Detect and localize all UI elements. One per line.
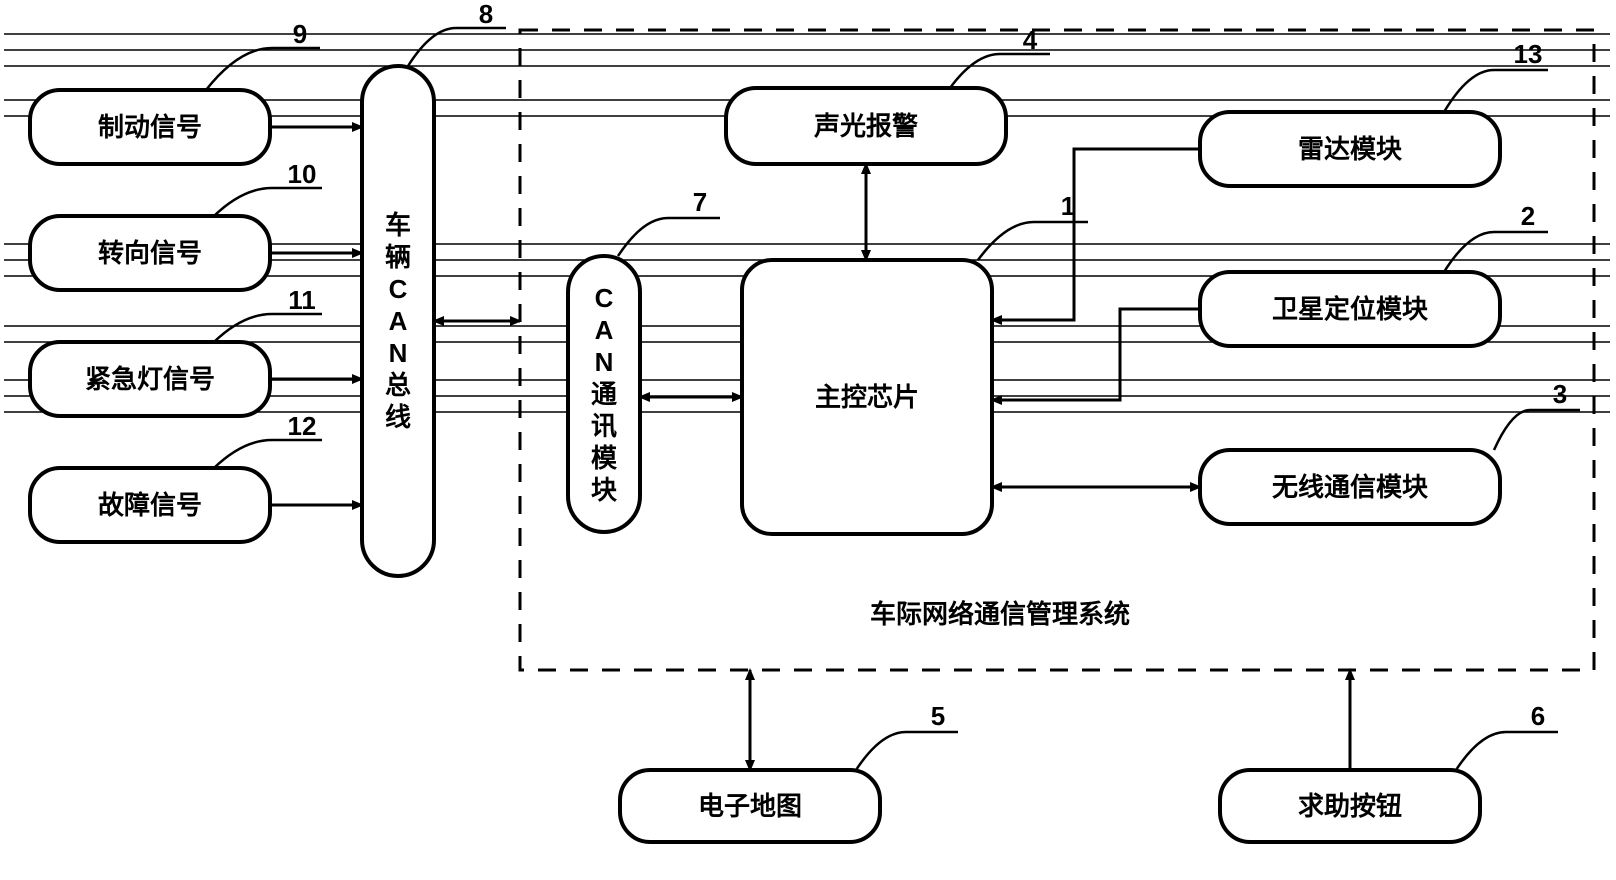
leader-number-l6: 6 — [1531, 701, 1545, 731]
leader-line-l11 — [214, 314, 272, 342]
node-n4: 声光报警 — [726, 88, 1006, 164]
leader-number-l5: 5 — [931, 701, 945, 731]
leader-number-l4: 4 — [1023, 25, 1038, 55]
leader-line-l4 — [950, 54, 1000, 88]
leader-line-l7 — [618, 218, 668, 256]
node-n9: 制动信号 — [30, 90, 270, 164]
container-label: 车际网络通信管理系统 — [870, 599, 1130, 629]
node-label-n1: 主控芯片 — [815, 382, 919, 412]
leader-number-l2: 2 — [1521, 201, 1535, 231]
leader-number-l8: 8 — [479, 0, 493, 29]
leader-number-l7: 7 — [693, 187, 707, 217]
node-n13: 雷达模块 — [1200, 112, 1500, 186]
node-n5: 电子地图 — [620, 770, 880, 842]
elbow-e2-1 — [992, 309, 1200, 400]
node-label-n4: 声光报警 — [814, 111, 918, 141]
node-n7: CAN通讯模块 — [568, 256, 640, 532]
node-label-n2: 卫星定位模块 — [1272, 294, 1428, 324]
leader-number-l10: 10 — [288, 159, 317, 189]
node-n12: 故障信号 — [30, 468, 270, 542]
leader-number-l11: 11 — [288, 285, 316, 315]
node-label-n13: 雷达模块 — [1298, 134, 1402, 164]
node-label-n6: 求助按钮 — [1298, 791, 1402, 821]
elbow-e13-1 — [992, 149, 1200, 320]
diagram-canvas: 车际网络通信管理系统 制动信号转向信号紧急灯信号故障信号 车辆CAN总线 CAN通讯模… — [0, 0, 1616, 880]
node-n1: 主控芯片 — [742, 260, 992, 534]
leader-line-l1 — [978, 222, 1034, 260]
node-label-n9: 制动信号 — [98, 112, 202, 142]
leader-number-l13: 13 — [1514, 39, 1543, 69]
leader-line-l13 — [1444, 70, 1494, 112]
node-n6: 求助按钮 — [1220, 770, 1480, 842]
leader-line-l12 — [214, 440, 272, 468]
leader-line-l5 — [856, 732, 906, 770]
node-n3: 无线通信模块 — [1200, 450, 1500, 524]
leader-line-l6 — [1456, 732, 1506, 770]
leader-number-l9: 9 — [293, 19, 307, 49]
leader-line-l10 — [214, 188, 272, 216]
leader-number-l1: 1 — [1061, 191, 1075, 221]
node-label-n5: 电子地图 — [698, 791, 802, 821]
leader-line-l3 — [1494, 410, 1530, 450]
leader-line-l2 — [1444, 232, 1494, 272]
node-n11: 紧急灯信号 — [30, 342, 270, 416]
node-n10: 转向信号 — [30, 216, 270, 290]
node-label-n3: 无线通信模块 — [1272, 472, 1428, 502]
node-label-n12: 故障信号 — [98, 490, 202, 520]
node-label-n11: 紧急灯信号 — [85, 364, 215, 394]
leader-number-l3: 3 — [1553, 379, 1567, 409]
leader-number-l12: 12 — [288, 411, 317, 441]
node-label-n8: 车辆CAN总线 — [385, 210, 411, 432]
node-n2: 卫星定位模块 — [1200, 272, 1500, 346]
node-n8: 车辆CAN总线 — [362, 66, 434, 576]
leader-line-l9 — [206, 48, 272, 90]
node-label-n10: 转向信号 — [98, 238, 202, 268]
